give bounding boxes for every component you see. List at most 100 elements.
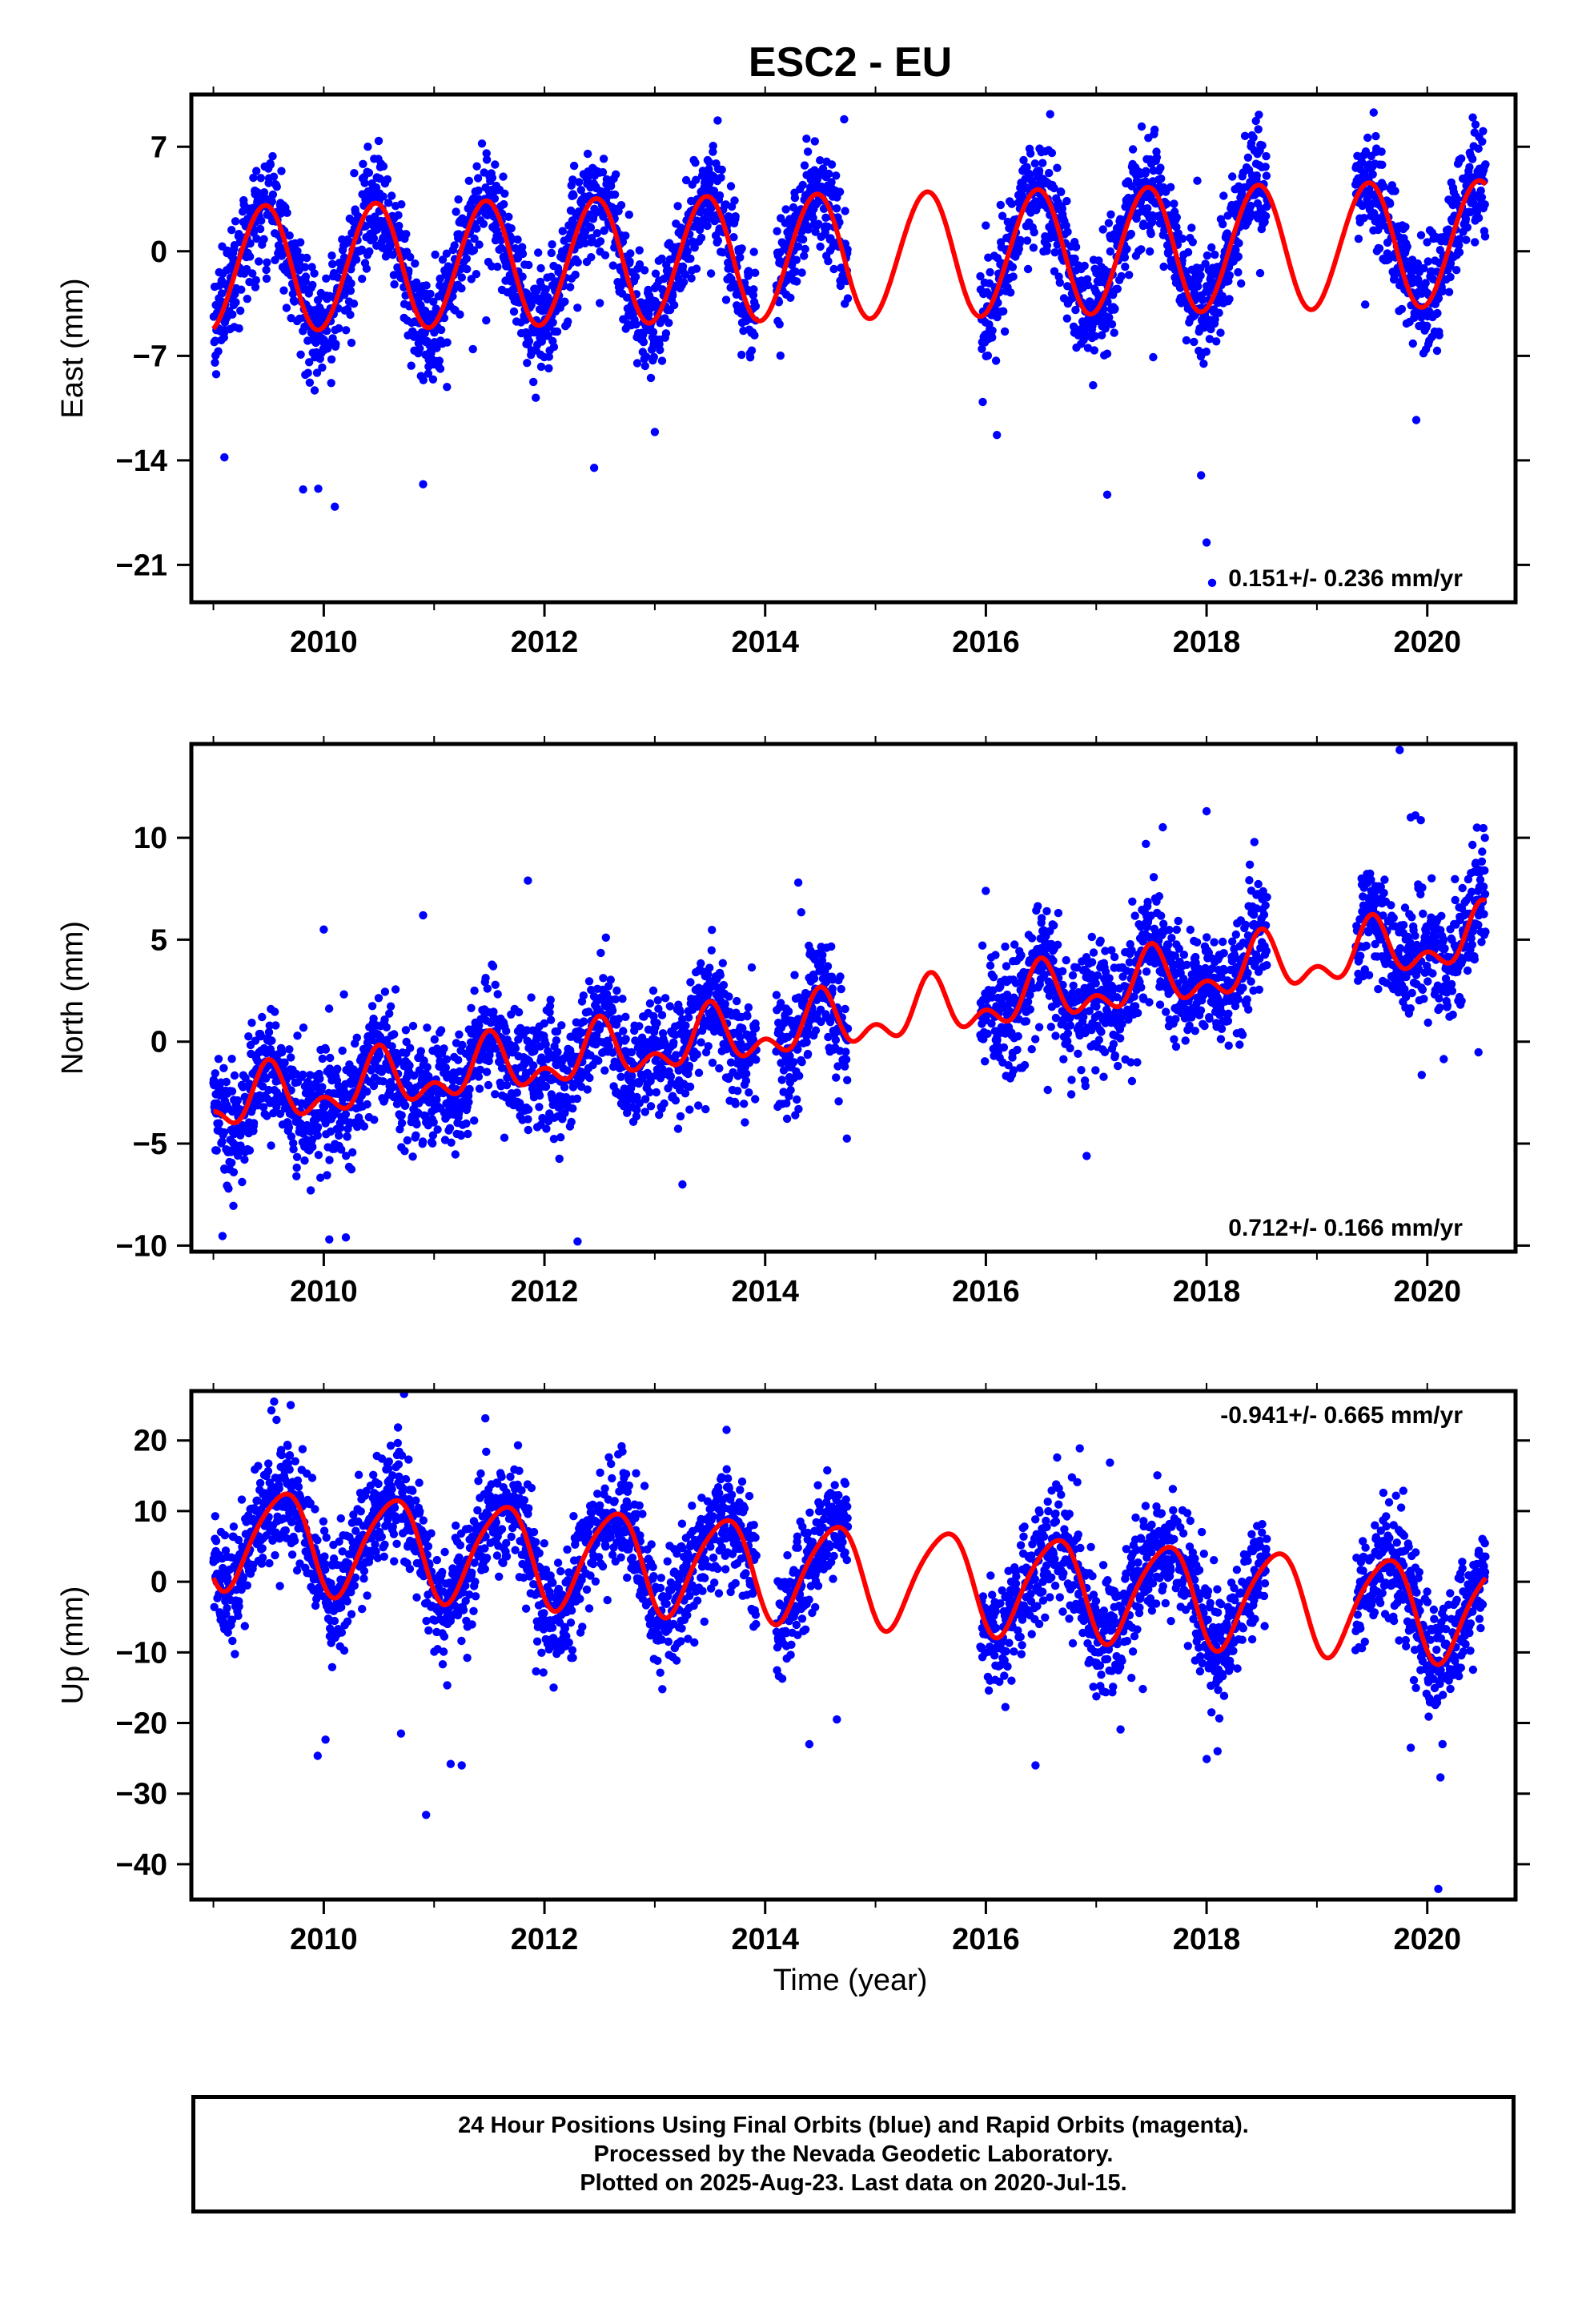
data-point [470, 986, 479, 995]
data-point [1019, 155, 1028, 165]
data-point [823, 222, 832, 231]
data-point [599, 212, 608, 221]
data-point [359, 1122, 369, 1131]
data-point [1007, 199, 1017, 208]
data-point [549, 343, 559, 352]
chart-title: ESC2 - EU [749, 39, 952, 86]
outlier-point [1102, 490, 1112, 499]
data-point [429, 1118, 438, 1127]
data-point [1235, 239, 1243, 247]
data-point [685, 1061, 694, 1071]
data-point [1371, 131, 1380, 141]
data-point [626, 249, 635, 258]
data-point [318, 363, 327, 372]
data-point [313, 296, 323, 304]
data-point [405, 1061, 414, 1070]
data-point [264, 1085, 273, 1095]
y-tick-label: −14 [116, 444, 167, 478]
data-point [709, 187, 719, 195]
data-point [423, 1023, 432, 1032]
data-point [721, 296, 731, 304]
data-point [797, 1058, 806, 1067]
data-point [240, 1155, 249, 1164]
data-point [211, 370, 221, 379]
data-point [249, 173, 258, 183]
data-point [594, 1056, 603, 1065]
data-point [792, 255, 801, 264]
data-point [277, 167, 286, 175]
data-point [1126, 229, 1136, 239]
data-point [323, 1171, 331, 1180]
data-point [683, 247, 692, 255]
data-point [681, 270, 690, 279]
data-point [305, 378, 315, 387]
data-point [665, 319, 673, 328]
data-points [209, 108, 1490, 587]
data-point [1469, 199, 1478, 207]
data-point [289, 1139, 298, 1148]
data-point [773, 227, 781, 235]
data-point [1000, 327, 1010, 336]
data-point [360, 179, 369, 187]
data-point [507, 224, 516, 233]
data-point [737, 244, 746, 253]
data-point [412, 1131, 420, 1140]
data-point [694, 1101, 703, 1110]
data-point [994, 298, 1002, 308]
outlier-point [650, 428, 660, 436]
data-point [1461, 215, 1471, 223]
data-point [397, 200, 406, 209]
data-point [1379, 182, 1388, 191]
data-point [342, 326, 351, 335]
data-point [424, 369, 433, 378]
data-point [843, 294, 853, 303]
data-point [600, 1066, 609, 1075]
data-point [333, 1064, 342, 1073]
data-point [751, 302, 761, 311]
data-point [598, 167, 608, 177]
data-point [673, 202, 682, 211]
data-point [1159, 262, 1168, 271]
data-point [824, 256, 833, 266]
data-point [841, 1062, 849, 1071]
data-point [310, 269, 319, 278]
data-point [791, 267, 800, 276]
data-point [337, 1145, 346, 1154]
data-point [306, 1186, 315, 1195]
data-point [640, 266, 649, 275]
data-point [542, 1124, 551, 1133]
data-point [387, 1042, 396, 1051]
data-point [454, 1055, 463, 1064]
x-tick-label: 2016 [952, 625, 1020, 659]
data-point [547, 248, 556, 258]
data-point [267, 1141, 275, 1150]
data-point [257, 216, 266, 225]
data-point [375, 1051, 384, 1059]
data-point [1218, 292, 1227, 300]
data-point [229, 1201, 238, 1211]
data-point [343, 1132, 351, 1141]
data-point [327, 379, 335, 388]
data-point [571, 270, 580, 279]
data-point [544, 364, 553, 373]
data-point [632, 320, 640, 329]
data-point [1104, 219, 1114, 227]
data-point [704, 1042, 713, 1051]
data-point [1375, 244, 1384, 253]
data-point [227, 1055, 236, 1063]
data-point [430, 1035, 439, 1044]
data-point [408, 1021, 418, 1031]
data-point [255, 224, 265, 234]
data-point [383, 175, 392, 184]
data-point [1443, 225, 1453, 234]
data-point [472, 162, 481, 171]
data-point [351, 255, 361, 264]
data-point [596, 237, 605, 246]
data-point [247, 1019, 256, 1027]
outlier-point [1411, 416, 1421, 424]
data-point [1170, 199, 1178, 208]
data-point [447, 1138, 456, 1148]
data-point [1212, 337, 1221, 346]
data-point [566, 206, 576, 215]
model-curve [211, 178, 1488, 333]
